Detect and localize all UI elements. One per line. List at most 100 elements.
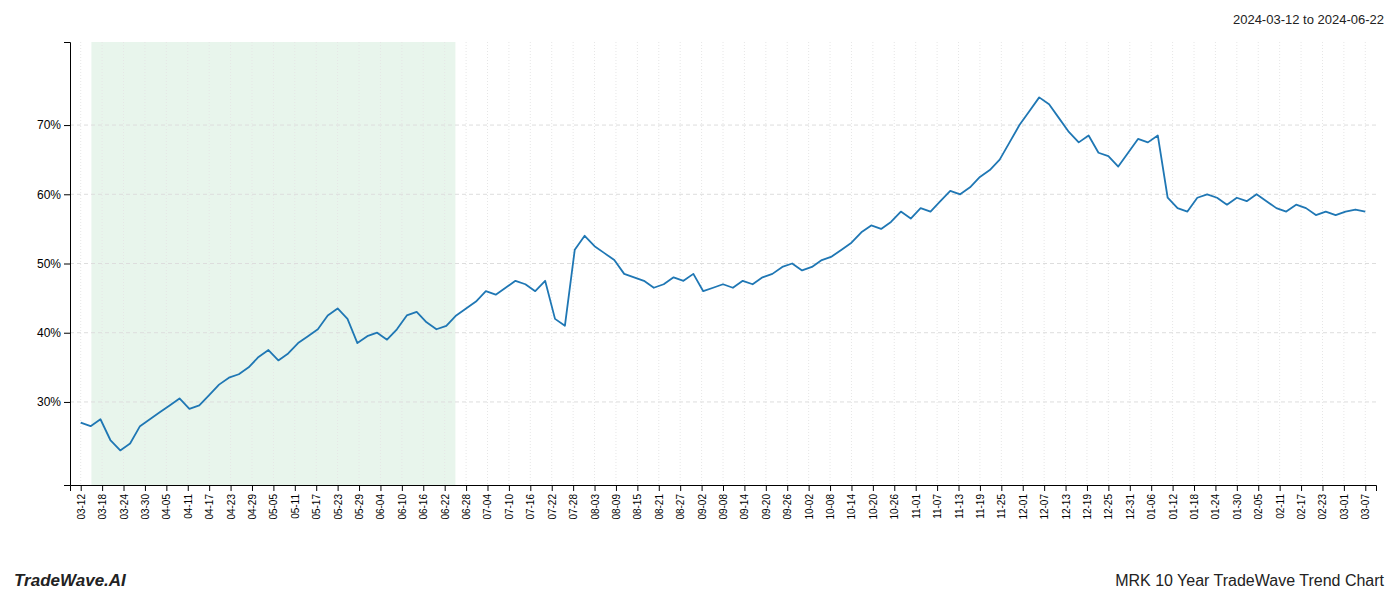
x-tick: 07-04 (482, 485, 493, 520)
x-grid-line (251, 42, 252, 485)
y-grid-line (70, 194, 1376, 195)
x-tick-label: 09-26 (782, 494, 793, 520)
x-tick-label: 11-19 (975, 494, 986, 519)
x-tick: 05-29 (354, 485, 365, 520)
x-tick-label: 02-23 (1317, 494, 1328, 520)
x-tick: 12-01 (1018, 485, 1029, 520)
y-tick-label: 70% (37, 118, 61, 132)
x-tick-mark (1023, 485, 1024, 491)
x-tick-mark (231, 485, 232, 491)
annotation: TradeWave.AI (14, 571, 127, 590)
x-tick-mark (145, 485, 146, 491)
x-grid-line (166, 42, 167, 485)
y-tick-label: 50% (37, 257, 61, 271)
x-tick-mark (359, 485, 360, 491)
x-tick: 04-11 (183, 485, 194, 519)
x-tick-label: 12-07 (1039, 494, 1050, 520)
x-tick: 01-06 (1146, 485, 1157, 520)
x-tick-mark (959, 485, 960, 491)
x-tick-mark (423, 485, 424, 491)
x-grid-line (1215, 42, 1216, 485)
x-tick-mark (1108, 485, 1109, 491)
x-tick-mark (1044, 485, 1045, 491)
x-grid-line (1022, 42, 1023, 485)
x-tick: 01-18 (1189, 485, 1200, 520)
x-tick-mark (402, 485, 403, 491)
x-tick: 12-19 (1082, 485, 1093, 520)
x-tick-label: 03-18 (97, 494, 108, 520)
x-tick: 02-05 (1253, 485, 1264, 520)
x-grid-line (508, 42, 509, 485)
x-grid-line (401, 42, 402, 485)
y-tick-mark (64, 125, 70, 126)
x-tick: 04-17 (204, 485, 215, 520)
x-grid-line (894, 42, 895, 485)
x-tick-mark (1365, 485, 1366, 491)
x-tick: 05-05 (268, 485, 279, 520)
x-tick: 03-12 (76, 485, 87, 520)
x-tick-mark (1173, 485, 1174, 491)
x-tick-label: 03-01 (1339, 494, 1350, 520)
x-tick-mark (295, 485, 296, 491)
x-grid-line (1151, 42, 1152, 485)
x-grid-line (530, 42, 531, 485)
x-tick: 10-08 (825, 485, 836, 520)
x-grid-line (830, 42, 831, 485)
x-tick-label: 04-29 (247, 494, 258, 520)
x-tick-mark (595, 485, 596, 491)
y-tick: 70% (37, 118, 70, 132)
x-tick-label: 06-10 (397, 494, 408, 520)
x-grid-line (1365, 42, 1366, 485)
x-tick: 06-04 (375, 485, 386, 520)
y-tick: 30% (37, 395, 70, 409)
x-tick-label: 03-07 (1360, 494, 1371, 520)
x-tick: 09-02 (697, 485, 708, 520)
x-tick-label: 07-22 (547, 494, 558, 520)
x-tick-label: 07-16 (525, 494, 536, 520)
x-tick-mark (316, 485, 317, 491)
x-grid-line (144, 42, 145, 485)
x-tick-mark (188, 485, 189, 491)
x-tick-mark (1066, 485, 1067, 491)
x-tick: 06-22 (440, 485, 451, 520)
x-grid-line (723, 42, 724, 485)
x-grid-line (466, 42, 467, 485)
x-tick-mark (830, 485, 831, 491)
x-tick-mark (766, 485, 767, 491)
x-tick: 04-05 (161, 485, 172, 520)
x-tick-label: 11-01 (911, 494, 922, 519)
y-tick-mark (64, 264, 70, 265)
x-tick-label: 04-11 (183, 494, 194, 519)
x-tick-mark (680, 485, 681, 491)
x-grid-line (273, 42, 274, 485)
x-tick-label: 09-08 (718, 494, 729, 520)
x-tick: 03-18 (97, 485, 108, 520)
x-tick: 08-09 (611, 485, 622, 520)
trend-line (81, 97, 1366, 450)
x-tick-label: 07-04 (482, 494, 493, 520)
x-grid-line (380, 42, 381, 485)
x-tick-mark (702, 485, 703, 491)
x-tick: 09-08 (718, 485, 729, 520)
x-tick-label: 04-23 (226, 494, 237, 520)
x-tick: 02-11 (1275, 485, 1286, 519)
x-tick-mark (1194, 485, 1195, 491)
x-tick-mark (1151, 485, 1152, 491)
x-tick-label: 01-30 (1232, 494, 1243, 520)
x-tick-label: 12-13 (1061, 494, 1072, 520)
x-tick-label: 05-05 (268, 494, 279, 520)
x-tick: 12-25 (1103, 485, 1114, 520)
x-tick: 04-29 (247, 485, 258, 520)
x-tick-mark (1130, 485, 1131, 491)
x-tick-label: 08-27 (675, 494, 686, 520)
x-tick-label: 05-23 (333, 494, 344, 520)
x-grid-line (958, 42, 959, 485)
x-tick-label: 02-05 (1253, 494, 1264, 520)
x-grid-line (701, 42, 702, 485)
x-tick-mark (338, 485, 339, 491)
x-tick: 05-11 (290, 485, 301, 519)
x-grid-line (1129, 42, 1130, 485)
x-tick-mark (787, 485, 788, 491)
x-tick-label: 08-03 (590, 494, 601, 520)
x-tick-mark (916, 485, 917, 491)
